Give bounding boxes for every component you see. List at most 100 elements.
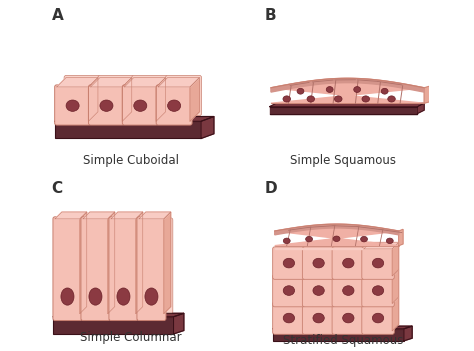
FancyBboxPatch shape bbox=[64, 75, 100, 115]
Ellipse shape bbox=[134, 100, 147, 111]
FancyBboxPatch shape bbox=[116, 218, 145, 314]
Text: B: B bbox=[264, 8, 276, 23]
Ellipse shape bbox=[168, 100, 181, 111]
Ellipse shape bbox=[361, 236, 367, 242]
Bar bbox=[273, 329, 404, 341]
Ellipse shape bbox=[306, 236, 312, 242]
Polygon shape bbox=[164, 212, 171, 313]
Polygon shape bbox=[111, 212, 143, 219]
Polygon shape bbox=[156, 78, 165, 121]
Polygon shape bbox=[275, 224, 399, 235]
FancyBboxPatch shape bbox=[53, 217, 82, 320]
Polygon shape bbox=[417, 103, 424, 114]
Text: D: D bbox=[264, 181, 277, 196]
FancyBboxPatch shape bbox=[144, 218, 173, 314]
Ellipse shape bbox=[297, 88, 304, 94]
Ellipse shape bbox=[381, 88, 388, 94]
Ellipse shape bbox=[354, 87, 361, 92]
Ellipse shape bbox=[373, 258, 384, 268]
Ellipse shape bbox=[100, 100, 113, 111]
Ellipse shape bbox=[335, 96, 342, 102]
Ellipse shape bbox=[283, 286, 294, 296]
Polygon shape bbox=[364, 243, 399, 249]
FancyBboxPatch shape bbox=[273, 247, 305, 279]
Polygon shape bbox=[364, 297, 399, 304]
Bar bbox=[55, 121, 201, 138]
FancyBboxPatch shape bbox=[89, 85, 124, 125]
FancyBboxPatch shape bbox=[137, 217, 166, 320]
FancyBboxPatch shape bbox=[302, 302, 335, 334]
Text: Stratified Squamous: Stratified Squamous bbox=[283, 334, 404, 347]
Polygon shape bbox=[271, 78, 424, 92]
Polygon shape bbox=[404, 326, 412, 341]
Polygon shape bbox=[55, 117, 214, 121]
Polygon shape bbox=[201, 117, 214, 138]
FancyBboxPatch shape bbox=[332, 302, 365, 334]
Ellipse shape bbox=[373, 286, 384, 296]
Text: Simple Cuboidal: Simple Cuboidal bbox=[82, 154, 179, 167]
Ellipse shape bbox=[362, 96, 370, 102]
Polygon shape bbox=[158, 78, 200, 87]
Polygon shape bbox=[334, 248, 363, 249]
FancyBboxPatch shape bbox=[332, 247, 365, 279]
FancyBboxPatch shape bbox=[273, 274, 305, 307]
Text: Simple Columnar: Simple Columnar bbox=[80, 331, 182, 344]
FancyBboxPatch shape bbox=[332, 274, 365, 307]
Ellipse shape bbox=[283, 313, 294, 323]
Ellipse shape bbox=[283, 96, 291, 102]
FancyBboxPatch shape bbox=[88, 218, 117, 314]
Polygon shape bbox=[392, 297, 399, 331]
Polygon shape bbox=[275, 248, 303, 249]
Polygon shape bbox=[124, 78, 165, 87]
FancyBboxPatch shape bbox=[60, 218, 89, 314]
FancyBboxPatch shape bbox=[122, 85, 158, 125]
Ellipse shape bbox=[117, 288, 130, 305]
Ellipse shape bbox=[343, 286, 354, 296]
Polygon shape bbox=[271, 78, 424, 103]
Ellipse shape bbox=[343, 258, 354, 268]
Polygon shape bbox=[190, 78, 200, 121]
FancyBboxPatch shape bbox=[55, 85, 91, 125]
Text: C: C bbox=[52, 181, 63, 196]
Ellipse shape bbox=[388, 96, 395, 102]
Ellipse shape bbox=[89, 288, 102, 305]
Polygon shape bbox=[273, 326, 412, 329]
Polygon shape bbox=[80, 212, 87, 313]
Ellipse shape bbox=[66, 100, 79, 111]
FancyBboxPatch shape bbox=[81, 217, 110, 320]
FancyBboxPatch shape bbox=[132, 75, 168, 115]
FancyBboxPatch shape bbox=[109, 217, 138, 320]
Ellipse shape bbox=[307, 96, 315, 102]
Polygon shape bbox=[108, 212, 115, 313]
Polygon shape bbox=[136, 212, 143, 313]
FancyBboxPatch shape bbox=[302, 274, 335, 307]
Ellipse shape bbox=[326, 87, 333, 92]
Polygon shape bbox=[392, 243, 399, 276]
FancyBboxPatch shape bbox=[362, 302, 394, 334]
Polygon shape bbox=[270, 107, 417, 114]
FancyBboxPatch shape bbox=[98, 75, 134, 115]
Ellipse shape bbox=[313, 313, 324, 323]
Ellipse shape bbox=[283, 238, 290, 244]
Polygon shape bbox=[53, 313, 184, 317]
Ellipse shape bbox=[386, 238, 393, 244]
Polygon shape bbox=[270, 103, 424, 107]
Ellipse shape bbox=[145, 288, 158, 305]
Bar bbox=[53, 317, 173, 334]
FancyBboxPatch shape bbox=[302, 247, 335, 279]
Polygon shape bbox=[275, 224, 399, 246]
FancyBboxPatch shape bbox=[273, 302, 305, 334]
Polygon shape bbox=[392, 270, 399, 303]
FancyBboxPatch shape bbox=[156, 85, 192, 125]
Polygon shape bbox=[304, 248, 333, 249]
Ellipse shape bbox=[333, 236, 340, 241]
Polygon shape bbox=[173, 313, 184, 334]
Polygon shape bbox=[139, 212, 171, 219]
Ellipse shape bbox=[373, 313, 384, 323]
Polygon shape bbox=[83, 212, 115, 219]
Ellipse shape bbox=[343, 313, 354, 323]
Polygon shape bbox=[91, 78, 132, 87]
Ellipse shape bbox=[283, 258, 294, 268]
Ellipse shape bbox=[61, 288, 74, 305]
Polygon shape bbox=[57, 78, 98, 87]
